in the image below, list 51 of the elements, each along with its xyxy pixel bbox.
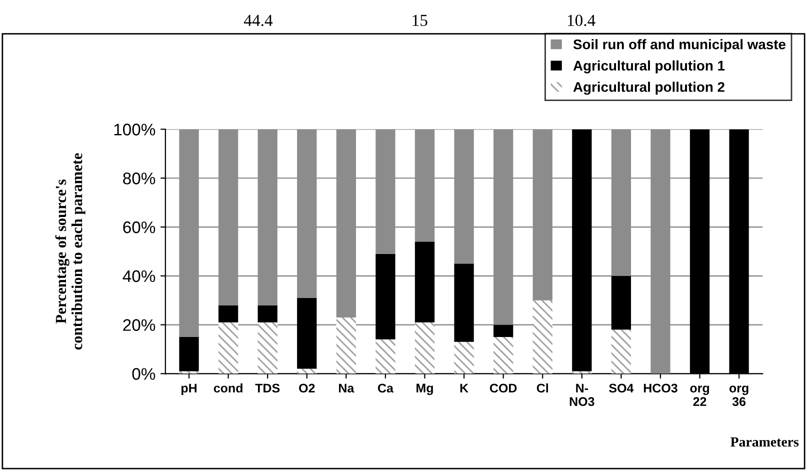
x-tick-label: HCO3 xyxy=(644,384,678,393)
bar xyxy=(336,317,356,374)
bar xyxy=(376,254,396,340)
x-tick-label: SO4 xyxy=(609,384,634,393)
bar xyxy=(376,339,396,374)
x-tick-label: org 36 xyxy=(729,386,748,406)
y-tick-label: 0% xyxy=(132,368,156,380)
x-tick-label: Na xyxy=(339,384,354,393)
y-tick-label: 60% xyxy=(123,221,156,234)
x-tick-label: Cl xyxy=(536,383,548,393)
x-tick-label: pH xyxy=(182,384,196,396)
x-tick-label: TDS xyxy=(255,384,280,393)
bar xyxy=(532,300,552,374)
y-tick-label: 40% xyxy=(122,270,156,282)
x-tick-label: Ca xyxy=(378,384,394,393)
bar xyxy=(611,276,631,330)
bar xyxy=(454,342,474,374)
bar xyxy=(454,264,474,342)
text: 44.4 xyxy=(244,14,273,26)
bar xyxy=(414,242,435,322)
x-tick-label: org 22 xyxy=(690,386,709,406)
bar xyxy=(493,324,514,337)
y-tick-label: 20% xyxy=(123,319,156,331)
x-tick-label: K xyxy=(460,384,468,392)
bar xyxy=(297,368,317,374)
bar xyxy=(179,336,199,372)
legend-label: Agricultural pollution 2 xyxy=(573,82,724,95)
text: 15 xyxy=(412,14,428,26)
bar xyxy=(572,129,592,372)
bar xyxy=(493,336,514,374)
x-tick-label: cond xyxy=(214,383,242,393)
y-axis-title: Percentage of source's contribution to each paramete xyxy=(55,153,86,350)
bar xyxy=(611,330,631,374)
legend-label: Soil run off and municipal waste xyxy=(573,39,786,52)
x-tick-label: COD xyxy=(490,384,517,393)
y-tick-label: 80% xyxy=(123,172,156,184)
bar xyxy=(572,371,592,374)
bar xyxy=(258,305,278,322)
bar xyxy=(414,322,435,374)
text: 10.4 xyxy=(568,14,596,26)
legend-label: Agricultural pollution 1 xyxy=(573,60,725,74)
bar xyxy=(258,322,278,374)
bar xyxy=(218,322,238,374)
x-tick-label: O2 xyxy=(299,384,315,393)
bar xyxy=(179,371,199,374)
x-axis-title: Parameters xyxy=(730,437,799,447)
x-tick-label: N- NO3 xyxy=(570,384,594,406)
x-tick-label: Mg xyxy=(416,384,433,396)
bar xyxy=(218,305,238,322)
y-tick-label: 100% xyxy=(114,124,156,136)
bar xyxy=(297,298,317,369)
